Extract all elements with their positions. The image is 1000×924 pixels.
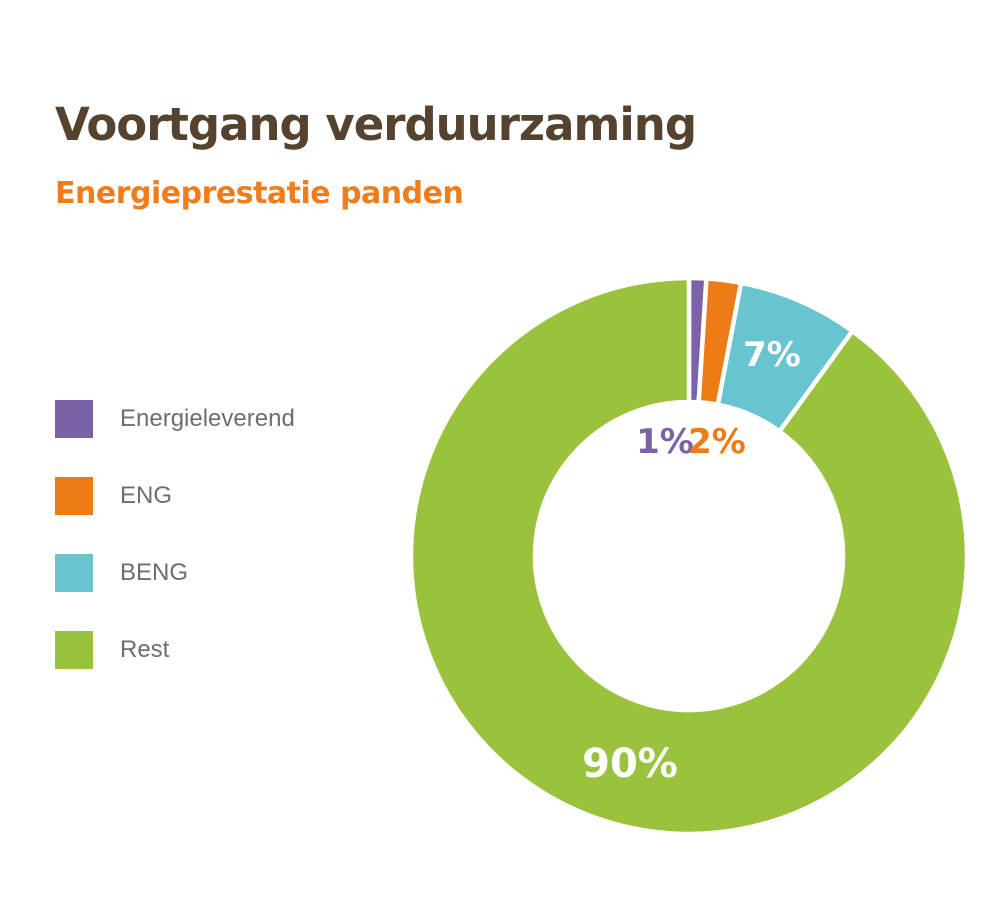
legend-swatch-eng: [55, 477, 93, 515]
slice-label-beng: 7%: [743, 335, 801, 375]
slice-label-rest: 90%: [582, 741, 678, 787]
slice-label-eng: 2%: [688, 422, 746, 462]
legend-item-eng: ENG: [55, 477, 295, 515]
legend-swatch-rest: [55, 631, 93, 669]
legend: Energieleverend ENG BENG Rest: [55, 400, 295, 669]
page-subtitle: Energieprestatie panden: [55, 176, 464, 211]
legend-item-energieleverend: Energieleverend: [55, 400, 295, 438]
legend-item-rest: Rest: [55, 631, 295, 669]
legend-label-eng: ENG: [120, 482, 173, 509]
slice-label-energieleverend: 1%: [636, 422, 694, 462]
legend-swatch-beng: [55, 554, 93, 592]
legend-label-rest: Rest: [120, 636, 170, 663]
donut-slice-rest: [408, 275, 970, 837]
legend-swatch-energieleverend: [55, 400, 93, 438]
legend-item-beng: BENG: [55, 554, 295, 592]
page-title: Voortgang verduurzaming: [55, 98, 697, 151]
legend-label-beng: BENG: [120, 559, 189, 586]
legend-label-energieleverend: Energieleverend: [120, 405, 295, 432]
donut-chart: 1% 2% 7% 90%: [379, 246, 999, 866]
